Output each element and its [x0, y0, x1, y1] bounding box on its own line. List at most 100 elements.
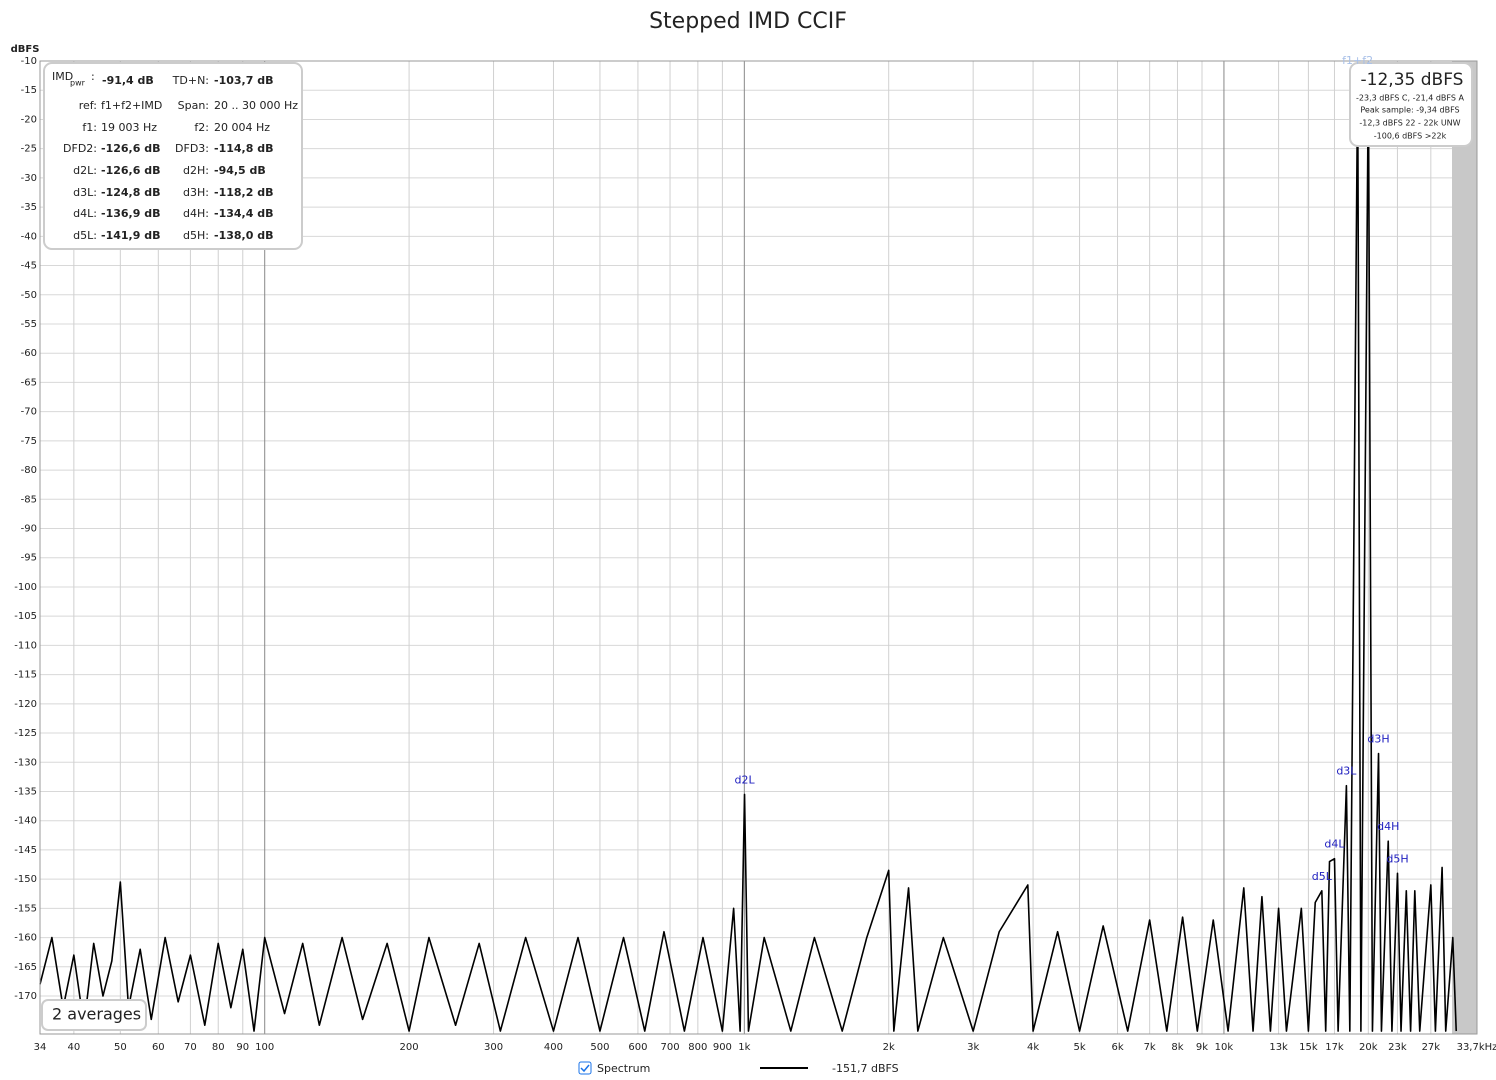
y-tick-label: -155 [14, 903, 37, 914]
readout-line: -12,3 dBFS 22 - 22k UNW [1359, 119, 1460, 128]
info-title-sub: pwr [70, 79, 86, 88]
info-title-colon: : [91, 70, 95, 83]
y-tick-label: -170 [14, 991, 37, 1002]
info-value: -124,8 dB [101, 186, 160, 199]
x-tick-label: 17k [1325, 1042, 1344, 1053]
x-tick-label: 50 [114, 1042, 127, 1053]
y-tick-label: -105 [14, 611, 37, 622]
y-tick-label: -125 [14, 728, 37, 739]
peak-label: d5L [1312, 870, 1333, 883]
readout-main: -12,35 dBFS [1361, 70, 1464, 90]
x-tick-label: 90 [236, 1042, 249, 1053]
readout-frame [1349, 62, 1473, 147]
x-tick-label: 34 [34, 1042, 47, 1053]
info-label: Span: [178, 99, 209, 112]
y-tick-label: -15 [21, 85, 37, 96]
x-tick-label: 4k [1027, 1042, 1039, 1053]
x-tick-label: 7k [1144, 1042, 1156, 1053]
info-label: d5L: [73, 229, 97, 242]
x-tick-label: 300 [484, 1042, 503, 1053]
info-label: d3L: [73, 186, 97, 199]
info-value: -134,4 dB [214, 207, 273, 220]
info-value: -138,0 dB [214, 229, 273, 242]
info-value: 19 003 Hz [101, 121, 157, 134]
x-tick-label: 9k [1196, 1042, 1208, 1053]
peak-label: d4H [1377, 820, 1399, 833]
x-tick-label: 33,7kHz [1457, 1042, 1496, 1053]
x-tick-label: 40 [67, 1042, 80, 1053]
legend-label: Spectrum [597, 1062, 650, 1075]
y-tick-label: -65 [21, 377, 37, 388]
y-tick-label: -130 [14, 757, 37, 768]
info-label: d4H: [183, 207, 209, 220]
legend-value: -151,7 dBFS [832, 1062, 899, 1075]
x-tick-label: 700 [660, 1042, 679, 1053]
info-label: DFD3: [175, 142, 209, 155]
y-tick-label: -40 [21, 231, 37, 242]
x-tick-label: 200 [400, 1042, 419, 1053]
legend-checkbox[interactable] [578, 1061, 592, 1075]
x-tick-label: 100 [255, 1042, 274, 1053]
peak-label: d2L [734, 773, 755, 786]
info-box: IMD pwr : -91,4 dB TD+N: -103,7 dB ref: f1+… [43, 62, 303, 250]
info-frame [43, 62, 303, 250]
x-tick-label: 60 [152, 1042, 165, 1053]
peak-label: f1+f2 [1342, 54, 1373, 67]
info-value: -94,5 dB [214, 164, 266, 177]
info-label: f2: [194, 121, 209, 134]
x-tick-label: 23k [1388, 1042, 1407, 1053]
peak-label: d4L [1324, 838, 1345, 851]
spectrum-line [39, 74, 1458, 1032]
x-tick-label: 500 [590, 1042, 609, 1053]
y-tick-label: -120 [14, 699, 37, 710]
info-value: 20 004 Hz [214, 121, 270, 134]
x-tick-label: 400 [544, 1042, 563, 1053]
x-tick-label: 800 [688, 1042, 707, 1053]
x-tick-label: 80 [212, 1042, 225, 1053]
averages-frame [41, 999, 147, 1031]
info-label: DFD2: [63, 142, 97, 155]
plot-frame [39, 60, 1478, 1035]
x-tick-label: 15k [1299, 1042, 1318, 1053]
y-tick-label: -85 [21, 494, 37, 505]
chart-title: Stepped IMD CCIF [649, 9, 847, 34]
info-value: f1+f2+IMD [101, 99, 162, 112]
x-tick-label: 900 [713, 1042, 732, 1053]
x-tick-label: 27k [1422, 1042, 1441, 1053]
y-tick-label: -160 [14, 933, 37, 944]
info-value: -136,9 dB [101, 207, 160, 220]
y-tick-label: -90 [21, 524, 37, 535]
y-tick-label: -95 [21, 553, 37, 564]
x-tick-label: 20k [1359, 1042, 1378, 1053]
info-value: -141,9 dB [101, 229, 160, 242]
info-value: 20 .. 30 000 Hz [214, 99, 298, 112]
plot [39, 74, 1458, 1032]
y-tick-label: -70 [21, 407, 37, 418]
x-tick-label: 70 [184, 1042, 197, 1053]
readout-line: -100,6 dBFS >22k [1374, 132, 1447, 141]
info-label: d2L: [73, 164, 97, 177]
y-tick-label: -75 [21, 436, 37, 447]
beyond-span [1452, 61, 1477, 1034]
peak-label: d3H [1367, 732, 1389, 745]
info-value: -126,6 dB [101, 142, 160, 155]
y-tick-label: -30 [21, 173, 37, 184]
y-tick-label: -25 [21, 144, 37, 155]
info-label: d4L: [73, 207, 97, 220]
y-tick-label: -45 [21, 261, 37, 272]
x-tick-label: 6k [1111, 1042, 1123, 1053]
y-tick-label: -60 [21, 348, 37, 359]
y-tick-label: -135 [14, 786, 37, 797]
x-tick-label: 3k [967, 1042, 979, 1053]
y-tick-label: -80 [21, 465, 37, 476]
y-tick-label: -140 [14, 816, 37, 827]
y-tick-label: -10 [21, 56, 37, 67]
y-tick-label: -110 [14, 640, 37, 651]
x-tick-label: 1k [738, 1042, 750, 1053]
info-label: ref: [79, 99, 97, 112]
x-tick-label: 13k [1269, 1042, 1288, 1053]
y-tick-label: -165 [14, 962, 37, 973]
readout-box: -12,35 dBFS -23,3 dBFS C, -21,4 dBFS A P… [1349, 62, 1473, 147]
peak-label: d3L [1336, 765, 1357, 778]
